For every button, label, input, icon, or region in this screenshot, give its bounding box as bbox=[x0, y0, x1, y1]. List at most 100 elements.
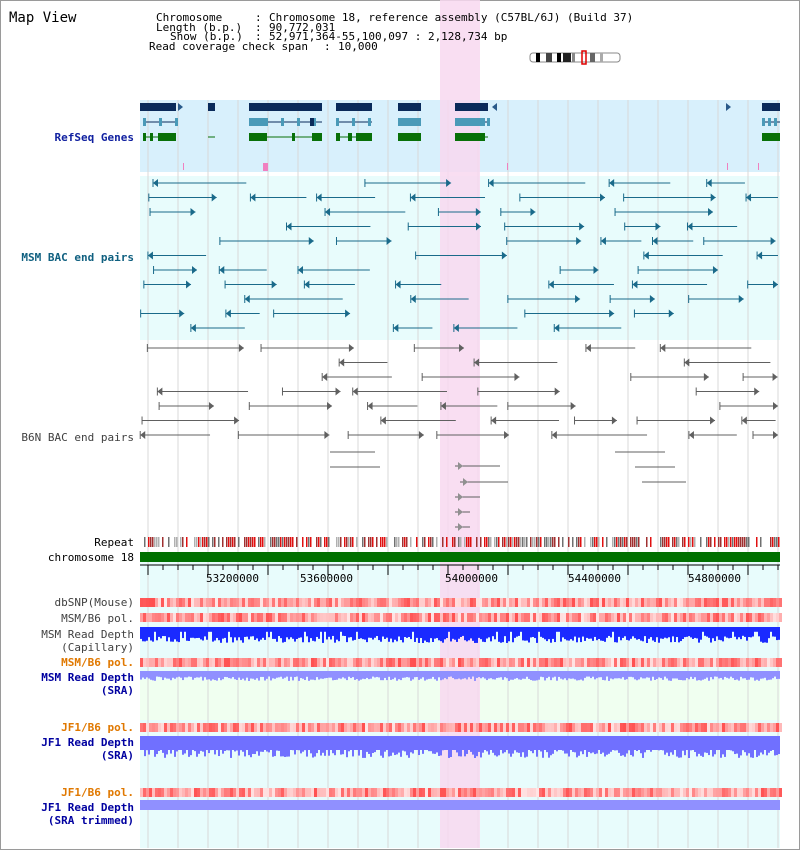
msm-depth-sra-bar bbox=[326, 671, 328, 678]
msm-depth-cap-bar bbox=[326, 627, 328, 640]
jf1-depth-bar bbox=[518, 736, 520, 753]
jf1-b6-pol-heat-cell bbox=[317, 723, 320, 732]
repeat-element bbox=[518, 537, 520, 547]
msm-depth-cap-bar bbox=[772, 627, 774, 637]
track-label-refseq[interactable]: RefSeq Genes bbox=[54, 131, 134, 144]
jf1-b6-pol-2-heat-cell bbox=[404, 788, 407, 797]
msm-b6-pol-sra-heat-cell bbox=[638, 658, 641, 667]
msm-depth-cap-bar bbox=[734, 627, 736, 637]
exon bbox=[159, 118, 162, 126]
track-label-jf1-trim[interactable]: JF1 Read Depth bbox=[41, 801, 134, 814]
jf1-b6-pol-2-heat-cell bbox=[446, 788, 449, 797]
jf1-b6-pol-2-heat-cell bbox=[614, 788, 617, 797]
msm-b6-pol-sra-heat-cell bbox=[662, 658, 665, 667]
repeat-element bbox=[284, 537, 286, 547]
repeat-element bbox=[344, 537, 346, 547]
jf1-b6-pol-heat-cell bbox=[746, 723, 749, 732]
jf1-b6-pol-2-heat-cell bbox=[629, 788, 632, 797]
msm-b6-pol-heat-cell bbox=[416, 613, 419, 622]
msm-b6-pol-heat-cell bbox=[158, 613, 161, 622]
msm-depth-sra-bar bbox=[680, 671, 682, 681]
jf1-b6-pol-2-heat-cell bbox=[395, 788, 398, 797]
jf1-depth-bar bbox=[314, 736, 316, 757]
jf1-depth-bar bbox=[318, 736, 320, 750]
msm-depth-cap-bar bbox=[226, 627, 228, 643]
repeat-element bbox=[622, 537, 624, 547]
track-label-jf1-b6-pol[interactable]: JF1/B6 pol. bbox=[61, 721, 134, 734]
jf1-depth-bar bbox=[546, 736, 548, 753]
jf1-b6-pol-heat-cell bbox=[230, 723, 233, 732]
jf1-depth-bar bbox=[498, 736, 500, 756]
dbsnp-heat-cell bbox=[332, 598, 335, 607]
msm-depth-sra-bar bbox=[410, 671, 412, 681]
repeat-element bbox=[356, 537, 358, 547]
jf1-b6-pol-heat-cell bbox=[143, 723, 146, 732]
jf1-depth-bar bbox=[230, 736, 232, 758]
dbsnp-heat-cell bbox=[665, 598, 668, 607]
repeat-element bbox=[194, 537, 196, 547]
dbsnp-heat-cell bbox=[707, 598, 710, 607]
msm-depth-sra-bar bbox=[536, 671, 538, 681]
track-label-jf1-depth[interactable]: JF1 Read Depth bbox=[41, 736, 134, 749]
track-label-b6n-bac[interactable]: B6N BAC end pairs bbox=[21, 431, 134, 444]
track-label-dbsnp[interactable]: dbSNP(Mouse) bbox=[54, 596, 134, 609]
msm-b6-pol-sra-heat-cell bbox=[608, 658, 611, 667]
msm-b6-pol-sra-heat-cell bbox=[380, 658, 383, 667]
msm-depth-sra-bar bbox=[198, 671, 200, 678]
repeat-element bbox=[634, 537, 636, 547]
track-label-msm-b6-pol-sra[interactable]: MSM/B6 pol. bbox=[61, 656, 134, 669]
jf1-depth-bar bbox=[738, 736, 740, 758]
jf1-b6-pol-heat-cell bbox=[401, 723, 404, 732]
msm-bac-pair-arrow-icon bbox=[770, 237, 776, 245]
msm-depth-sra-bar bbox=[762, 671, 764, 679]
track-label-msm-depth-sra[interactable]: MSM Read Depth bbox=[41, 671, 134, 684]
jf1-depth-bar bbox=[404, 736, 406, 752]
jf1-depth-bar bbox=[206, 736, 208, 750]
repeat-element bbox=[246, 537, 248, 547]
msm-depth-sra-bar bbox=[546, 671, 548, 679]
dbsnp-heat-cell bbox=[680, 598, 683, 607]
dbsnp-heat-cell bbox=[461, 598, 464, 607]
msm-depth-cap-bar bbox=[692, 627, 694, 639]
exon bbox=[310, 118, 314, 126]
track-label-msm-bac[interactable]: MSM BAC end pairs bbox=[21, 251, 134, 264]
msm-depth-sra-bar bbox=[628, 671, 630, 677]
jf1-depth-bar bbox=[654, 736, 656, 749]
jf1-depth-bar bbox=[476, 736, 478, 757]
track-label-msm-depth-cap[interactable]: MSM Read Depth bbox=[41, 628, 134, 641]
msm-depth-sra-bar bbox=[770, 671, 772, 680]
track-label-jf1-b6-pol-2[interactable]: JF1/B6 pol. bbox=[61, 786, 134, 799]
msm-depth-sra-bar bbox=[738, 671, 740, 681]
jf1-b6-pol-2-heat-cell bbox=[704, 788, 707, 797]
msm-depth-sra-bar bbox=[702, 671, 704, 680]
jf1-b6-pol-2-heat-cell bbox=[251, 788, 254, 797]
msm-b6-pol-heat-cell bbox=[671, 613, 674, 622]
jf1-b6-pol-heat-cell bbox=[179, 723, 182, 732]
dbsnp-heat-cell bbox=[269, 598, 272, 607]
jf1-depth-bar bbox=[316, 736, 318, 754]
jf1-b6-pol-2-heat-cell bbox=[611, 788, 614, 797]
repeat-element bbox=[522, 537, 524, 547]
msm-depth-sra-bar bbox=[640, 671, 642, 678]
msm-depth-sra-bar bbox=[612, 671, 614, 680]
jf1-b6-pol-heat-cell bbox=[620, 723, 623, 732]
msm-bac-pair-arrow-icon bbox=[304, 280, 310, 289]
exon bbox=[368, 118, 371, 126]
dbsnp-heat-cell bbox=[686, 598, 689, 607]
jf1-b6-pol-heat-cell bbox=[491, 723, 494, 732]
repeat-element bbox=[376, 537, 378, 547]
length-colon: : bbox=[255, 21, 262, 34]
msm-b6-pol-sra-heat-cell bbox=[599, 658, 602, 667]
msm-depth-cap-bar bbox=[466, 627, 468, 642]
track-label-msm-b6-pol[interactable]: MSM/B6 pol. bbox=[61, 612, 134, 625]
track-label-repeat[interactable]: Repeat bbox=[94, 536, 134, 549]
msm-b6-pol-heat-cell bbox=[545, 613, 548, 622]
jf1-b6-pol-heat-cell bbox=[476, 723, 479, 732]
msm-depth-sra-bar bbox=[486, 671, 488, 681]
msm-depth-cap-bar bbox=[580, 627, 582, 643]
jf1-depth-bar bbox=[750, 736, 752, 758]
jf1-depth-bar bbox=[256, 736, 258, 752]
jf1-b6-pol-heat-cell bbox=[602, 723, 605, 732]
jf1-b6-pol-heat-cell bbox=[629, 723, 632, 732]
